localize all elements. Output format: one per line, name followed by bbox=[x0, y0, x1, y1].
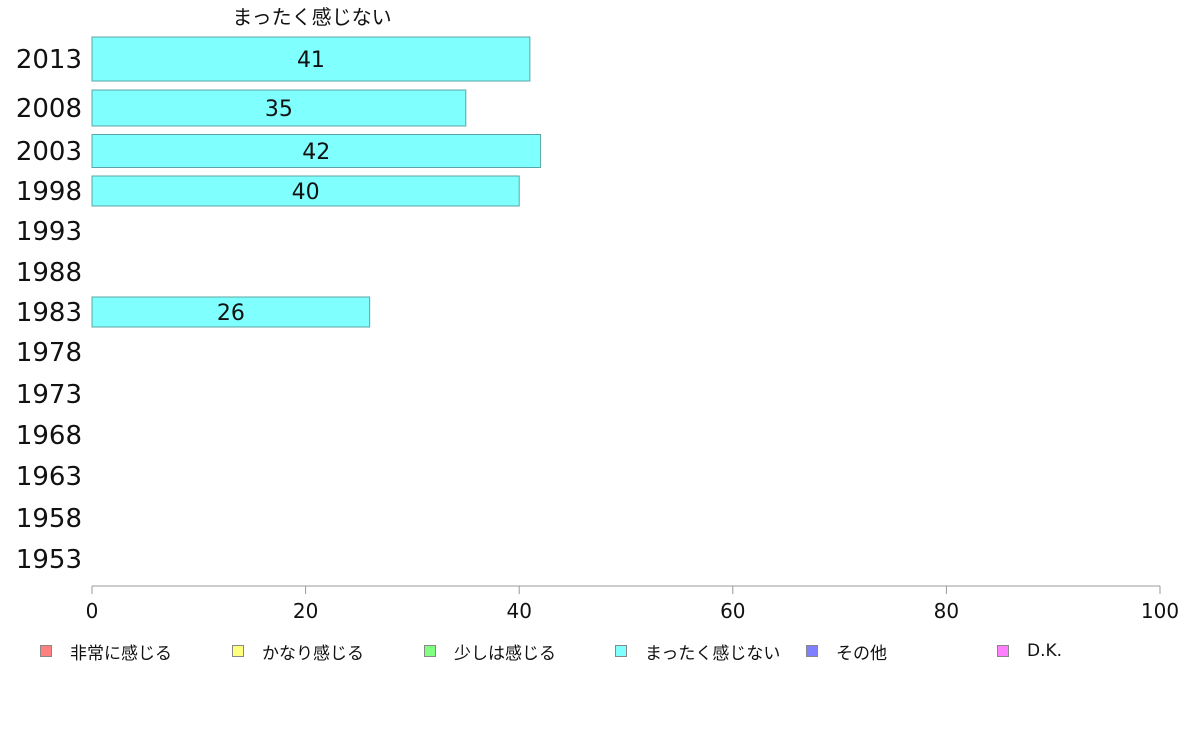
y-tick-label: 2008 bbox=[16, 94, 82, 124]
legend-swatch bbox=[615, 645, 627, 657]
y-tick-label: 1973 bbox=[16, 380, 82, 410]
x-tick-label: 80 bbox=[934, 599, 959, 623]
bar bbox=[91, 89, 467, 127]
legend-item: まったく感じない bbox=[615, 640, 781, 664]
y-tick-label: 1998 bbox=[16, 177, 82, 207]
legend-label: 非常に感じる bbox=[70, 643, 172, 664]
x-tick-label: 60 bbox=[720, 599, 745, 623]
legend-label: その他 bbox=[836, 643, 887, 664]
legend-swatch bbox=[424, 645, 436, 657]
legend-label: D.K. bbox=[1027, 641, 1063, 661]
x-tick-label: 40 bbox=[506, 599, 531, 623]
bar-value-label: 41 bbox=[297, 48, 325, 73]
bar-value-label: 26 bbox=[217, 301, 245, 326]
legend-swatch bbox=[806, 645, 818, 657]
y-tick-label: 1983 bbox=[16, 298, 82, 328]
legend-item: 少しは感じる bbox=[424, 640, 556, 664]
legend-label: 少しは感じる bbox=[454, 643, 556, 664]
y-tick-label: 1958 bbox=[16, 504, 82, 534]
y-axis-labels: 2013 2008 2003 1998 1993 1988 1983 1978 1973 1968… bbox=[16, 45, 82, 575]
y-tick-label: 1953 bbox=[16, 545, 82, 575]
bar-chart: まったく感じない 2013 2008 2003 1998 1993 1988 1983 197… bbox=[16, 5, 1179, 623]
y-tick-label: 1978 bbox=[16, 338, 82, 368]
chart-title: まったく感じない bbox=[232, 5, 391, 29]
bar bbox=[91, 175, 520, 207]
x-tick-label: 20 bbox=[293, 599, 318, 623]
legend-item: 非常に感じる bbox=[40, 640, 172, 664]
bar bbox=[91, 296, 371, 328]
legend-item: D.K. bbox=[997, 640, 1062, 662]
x-axis: 0 20 40 60 80 100 bbox=[86, 585, 1179, 623]
y-tick-label: 1968 bbox=[16, 421, 82, 451]
bar bbox=[91, 36, 531, 82]
bar-value-label: 40 bbox=[292, 180, 320, 205]
y-tick-label: 1963 bbox=[16, 462, 82, 492]
legend-swatch bbox=[997, 645, 1009, 657]
legend-label: まったく感じない bbox=[645, 643, 781, 664]
y-tick-label: 2003 bbox=[16, 137, 82, 167]
legend-item: かなり感じる bbox=[232, 640, 364, 664]
x-tick-label: 0 bbox=[86, 599, 99, 623]
legend-label: かなり感じる bbox=[262, 643, 364, 664]
bar bbox=[91, 134, 542, 168]
legend-item: その他 bbox=[806, 640, 887, 664]
bar-value-label: 35 bbox=[265, 97, 293, 122]
y-tick-label: 2013 bbox=[16, 45, 82, 75]
x-tick-label: 100 bbox=[1141, 599, 1179, 623]
legend-swatch bbox=[232, 645, 244, 657]
y-tick-label: 1988 bbox=[16, 258, 82, 288]
y-tick-label: 1993 bbox=[16, 217, 82, 247]
legend-swatch bbox=[40, 645, 52, 657]
legend: 非常に感じる かなり感じる 少しは感じる まったく感じない その他 D.K. bbox=[0, 640, 1188, 664]
bar-value-label: 42 bbox=[302, 140, 330, 165]
